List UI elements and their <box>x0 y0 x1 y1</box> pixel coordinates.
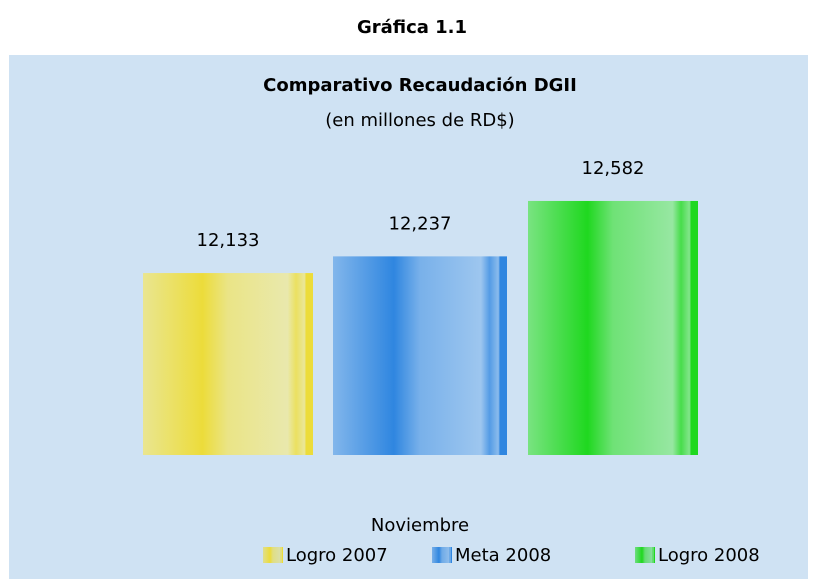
legend-label: Logro 2008 <box>658 545 760 566</box>
chart-subtitle: (en millones de RD$) <box>325 110 514 131</box>
bar <box>333 256 507 455</box>
bar <box>143 273 313 455</box>
value-label: 12,133 <box>197 230 260 251</box>
value-label: 12,237 <box>389 213 452 234</box>
legend-swatch <box>432 547 452 563</box>
value-label: 12,582 <box>582 158 645 179</box>
legend-swatch <box>263 547 283 563</box>
legend-label: Logro 2007 <box>286 545 388 566</box>
chart-title: Comparativo Recaudación DGII <box>263 75 577 96</box>
legend-label: Meta 2008 <box>455 545 551 566</box>
category-label: Noviembre <box>371 515 469 536</box>
figure-heading: Gráfica 1.1 <box>357 17 467 38</box>
bar <box>528 200 698 455</box>
legend-swatch <box>635 547 655 563</box>
